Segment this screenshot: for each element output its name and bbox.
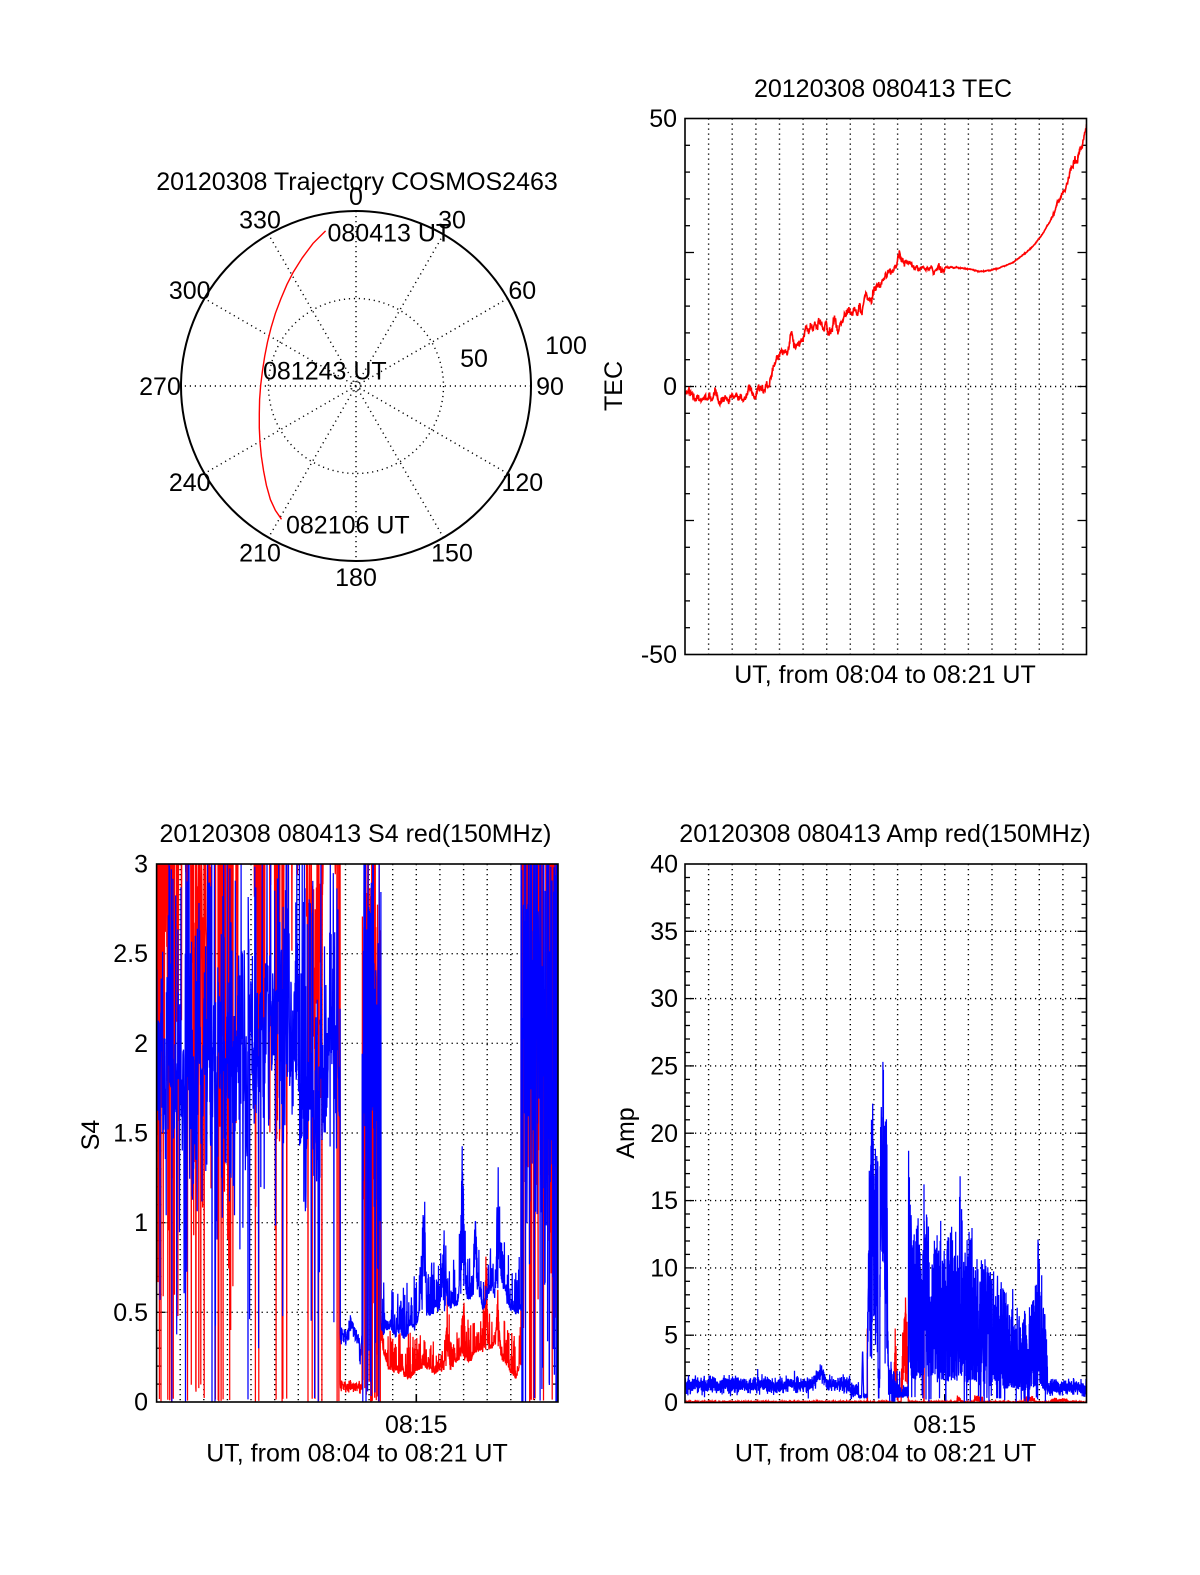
svg-text:1.5: 1.5 [113,1120,148,1148]
svg-text:20120308 080413 Amp red(150MHz: 20120308 080413 Amp red(150MHz) [679,820,1090,848]
svg-text:40: 40 [650,851,678,879]
svg-text:50: 50 [649,105,677,133]
svg-text:0: 0 [134,1389,148,1417]
svg-text:210: 210 [239,539,281,567]
svg-text:25: 25 [650,1052,678,1080]
svg-text:15: 15 [650,1187,678,1215]
svg-text:08:15: 08:15 [385,1411,448,1439]
svg-text:20120308 080413 S4 red(150MHz): 20120308 080413 S4 red(150MHz) [160,820,552,848]
svg-text:35: 35 [650,918,678,946]
svg-text:1: 1 [134,1209,148,1237]
svg-text:300: 300 [169,277,211,305]
svg-text:30: 30 [650,985,678,1013]
svg-text:2.5: 2.5 [113,940,148,968]
svg-text:120: 120 [501,469,543,497]
svg-text:150: 150 [431,539,473,567]
svg-text:S4: S4 [77,1120,105,1151]
svg-text:TEC: TEC [600,361,628,411]
svg-text:20: 20 [650,1120,678,1148]
svg-text:330: 330 [239,207,281,235]
svg-text:UT, from 08:04 to 08:21 UT: UT, from 08:04 to 08:21 UT [735,1440,1037,1468]
svg-text:20120308 080413 TEC: 20120308 080413 TEC [754,75,1012,103]
svg-text:-50: -50 [641,641,677,669]
svg-text:Amp: Amp [612,1107,640,1158]
svg-text:08:15: 08:15 [913,1411,976,1439]
svg-text:0: 0 [664,1389,678,1417]
svg-text:180: 180 [335,564,377,592]
svg-text:0: 0 [349,183,363,211]
svg-text:080413 UT: 080413 UT [328,220,452,248]
svg-text:UT, from 08:04 to 08:21 UT: UT, from 08:04 to 08:21 UT [734,661,1036,689]
svg-text:2: 2 [134,1030,148,1058]
svg-text:0.5: 0.5 [113,1299,148,1327]
svg-text:240: 240 [169,469,211,497]
svg-text:0: 0 [663,373,677,401]
svg-text:60: 60 [508,277,536,305]
svg-text:UT, from 08:04 to 08:21 UT: UT, from 08:04 to 08:21 UT [206,1440,508,1468]
svg-text:5: 5 [664,1322,678,1350]
svg-text:30: 30 [438,207,466,235]
svg-text:081243 UT: 081243 UT [263,358,387,386]
svg-text:90: 90 [536,373,564,401]
svg-text:20120308 Trajectory COSMOS2463: 20120308 Trajectory COSMOS2463 [156,168,558,196]
svg-text:50: 50 [460,345,488,373]
svg-text:082106 UT: 082106 UT [286,512,410,540]
svg-text:10: 10 [650,1254,678,1282]
svg-text:3: 3 [134,851,148,879]
svg-text:100: 100 [545,332,587,360]
svg-text:270: 270 [139,373,181,401]
